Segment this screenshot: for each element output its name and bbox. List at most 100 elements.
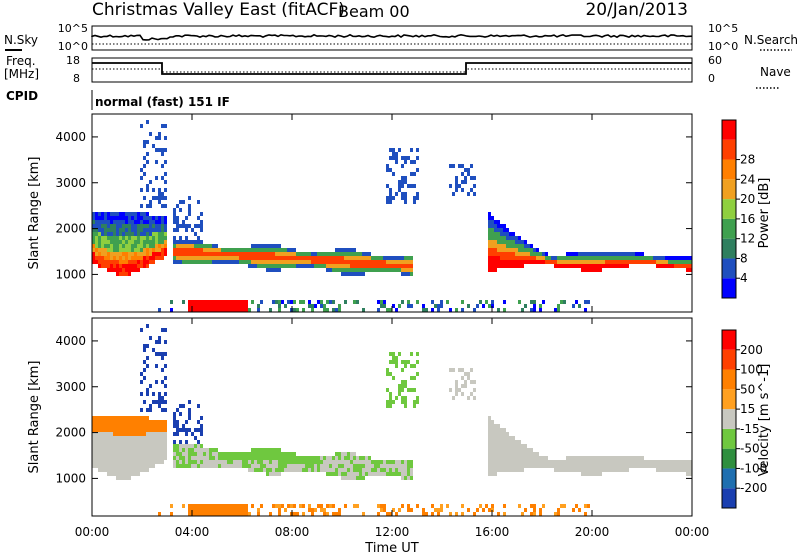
power-cell bbox=[179, 252, 182, 256]
velocity-cell bbox=[362, 468, 365, 472]
velocity-cell bbox=[587, 468, 590, 472]
power-cell bbox=[194, 308, 197, 312]
velocity-cell bbox=[416, 372, 419, 376]
velocity-cell bbox=[134, 436, 137, 440]
velocity-cell bbox=[92, 444, 95, 448]
velocity-cell bbox=[257, 464, 260, 468]
velocity-cell bbox=[155, 380, 158, 384]
power-cell bbox=[104, 248, 107, 252]
velocity-cell bbox=[269, 464, 272, 468]
velocity-cell bbox=[146, 344, 149, 348]
velocity-cell bbox=[404, 404, 407, 408]
velocity-cell bbox=[500, 460, 503, 464]
power-cell bbox=[131, 224, 134, 228]
velocity-cell bbox=[488, 460, 491, 464]
power-cell bbox=[296, 308, 299, 312]
velocity-cell bbox=[104, 468, 107, 472]
power-cell bbox=[206, 300, 209, 304]
velocity-cell bbox=[305, 464, 308, 468]
power-cell bbox=[152, 236, 155, 240]
velocity-cell bbox=[365, 472, 368, 476]
velocity-cell bbox=[311, 508, 314, 512]
velocity-cell bbox=[122, 468, 125, 472]
velocity-cell bbox=[128, 452, 131, 456]
power-cell bbox=[377, 256, 380, 260]
velocity-cell bbox=[404, 364, 407, 368]
velocity-cell bbox=[98, 432, 101, 436]
power-cell bbox=[119, 224, 122, 228]
velocity-cell bbox=[158, 460, 161, 464]
velocity-cell bbox=[197, 464, 200, 468]
power-cell bbox=[380, 300, 383, 304]
velocity-cell bbox=[542, 464, 545, 468]
power-cell bbox=[308, 256, 311, 260]
power-cell bbox=[506, 248, 509, 252]
power-cell bbox=[143, 236, 146, 240]
velocity-ylabel: Slant Range [km] bbox=[27, 361, 42, 474]
power-cell bbox=[494, 220, 497, 224]
velocity-cell bbox=[212, 452, 215, 456]
power-cell bbox=[515, 256, 518, 260]
velocity-cell bbox=[518, 452, 521, 456]
velocity-cell bbox=[137, 440, 140, 444]
velocity-cell bbox=[260, 448, 263, 452]
velocity-cell bbox=[338, 468, 341, 472]
power-cell bbox=[158, 132, 161, 136]
power-cell bbox=[299, 256, 302, 260]
velocity-cell bbox=[197, 460, 200, 464]
velocity-colorbar-title: Velocity [m s^-1] bbox=[757, 364, 772, 477]
velocity-cell bbox=[275, 468, 278, 472]
power-cell bbox=[161, 252, 164, 256]
velocity-cell bbox=[530, 456, 533, 460]
power-cell bbox=[137, 220, 140, 224]
velocity-cell bbox=[92, 440, 95, 444]
velocity-cell bbox=[104, 464, 107, 468]
power-cell bbox=[128, 252, 131, 256]
colorbar-swatch bbox=[722, 258, 736, 279]
power-cell bbox=[119, 212, 122, 216]
velocity-cell bbox=[533, 508, 536, 512]
velocity-cell bbox=[95, 424, 98, 428]
power-cell bbox=[263, 252, 266, 256]
power-cell bbox=[395, 156, 398, 160]
power-cell bbox=[344, 248, 347, 252]
velocity-cell bbox=[119, 444, 122, 448]
velocity-cell bbox=[431, 512, 434, 516]
power-cell bbox=[437, 308, 440, 312]
velocity-cell bbox=[116, 416, 119, 420]
velocity-cell bbox=[488, 468, 491, 472]
power-cell bbox=[107, 256, 110, 260]
power-cell bbox=[488, 216, 491, 220]
power-cell bbox=[500, 248, 503, 252]
velocity-cell bbox=[392, 508, 395, 512]
power-cell bbox=[260, 244, 263, 248]
velocity-cell bbox=[407, 508, 410, 512]
power-cell bbox=[212, 308, 215, 312]
power-cell bbox=[320, 304, 323, 308]
velocity-cell bbox=[533, 460, 536, 464]
power-cell bbox=[221, 252, 224, 256]
velocity-cell bbox=[659, 464, 662, 468]
velocity-cell bbox=[131, 420, 134, 424]
power-heatmap bbox=[92, 120, 692, 312]
velocity-cell bbox=[173, 412, 176, 416]
velocity-cell bbox=[413, 388, 416, 392]
velocity-cell bbox=[521, 456, 524, 460]
colorbar-swatch bbox=[722, 199, 736, 219]
power-cell bbox=[293, 260, 296, 264]
cpid-strip: CPID normal (fast) 151 IF bbox=[6, 89, 230, 110]
power-cell bbox=[113, 224, 116, 228]
power-cell bbox=[140, 240, 143, 244]
velocity-cell bbox=[629, 460, 632, 464]
power-cell bbox=[155, 228, 158, 232]
power-cell bbox=[164, 252, 167, 256]
velocity-cell bbox=[101, 464, 104, 468]
power-cell bbox=[173, 252, 176, 256]
nsky-label: N.Sky bbox=[4, 33, 38, 47]
power-cell bbox=[173, 240, 176, 244]
velocity-cell bbox=[506, 452, 509, 456]
velocity-cell bbox=[383, 508, 386, 512]
velocity-cell bbox=[95, 464, 98, 468]
